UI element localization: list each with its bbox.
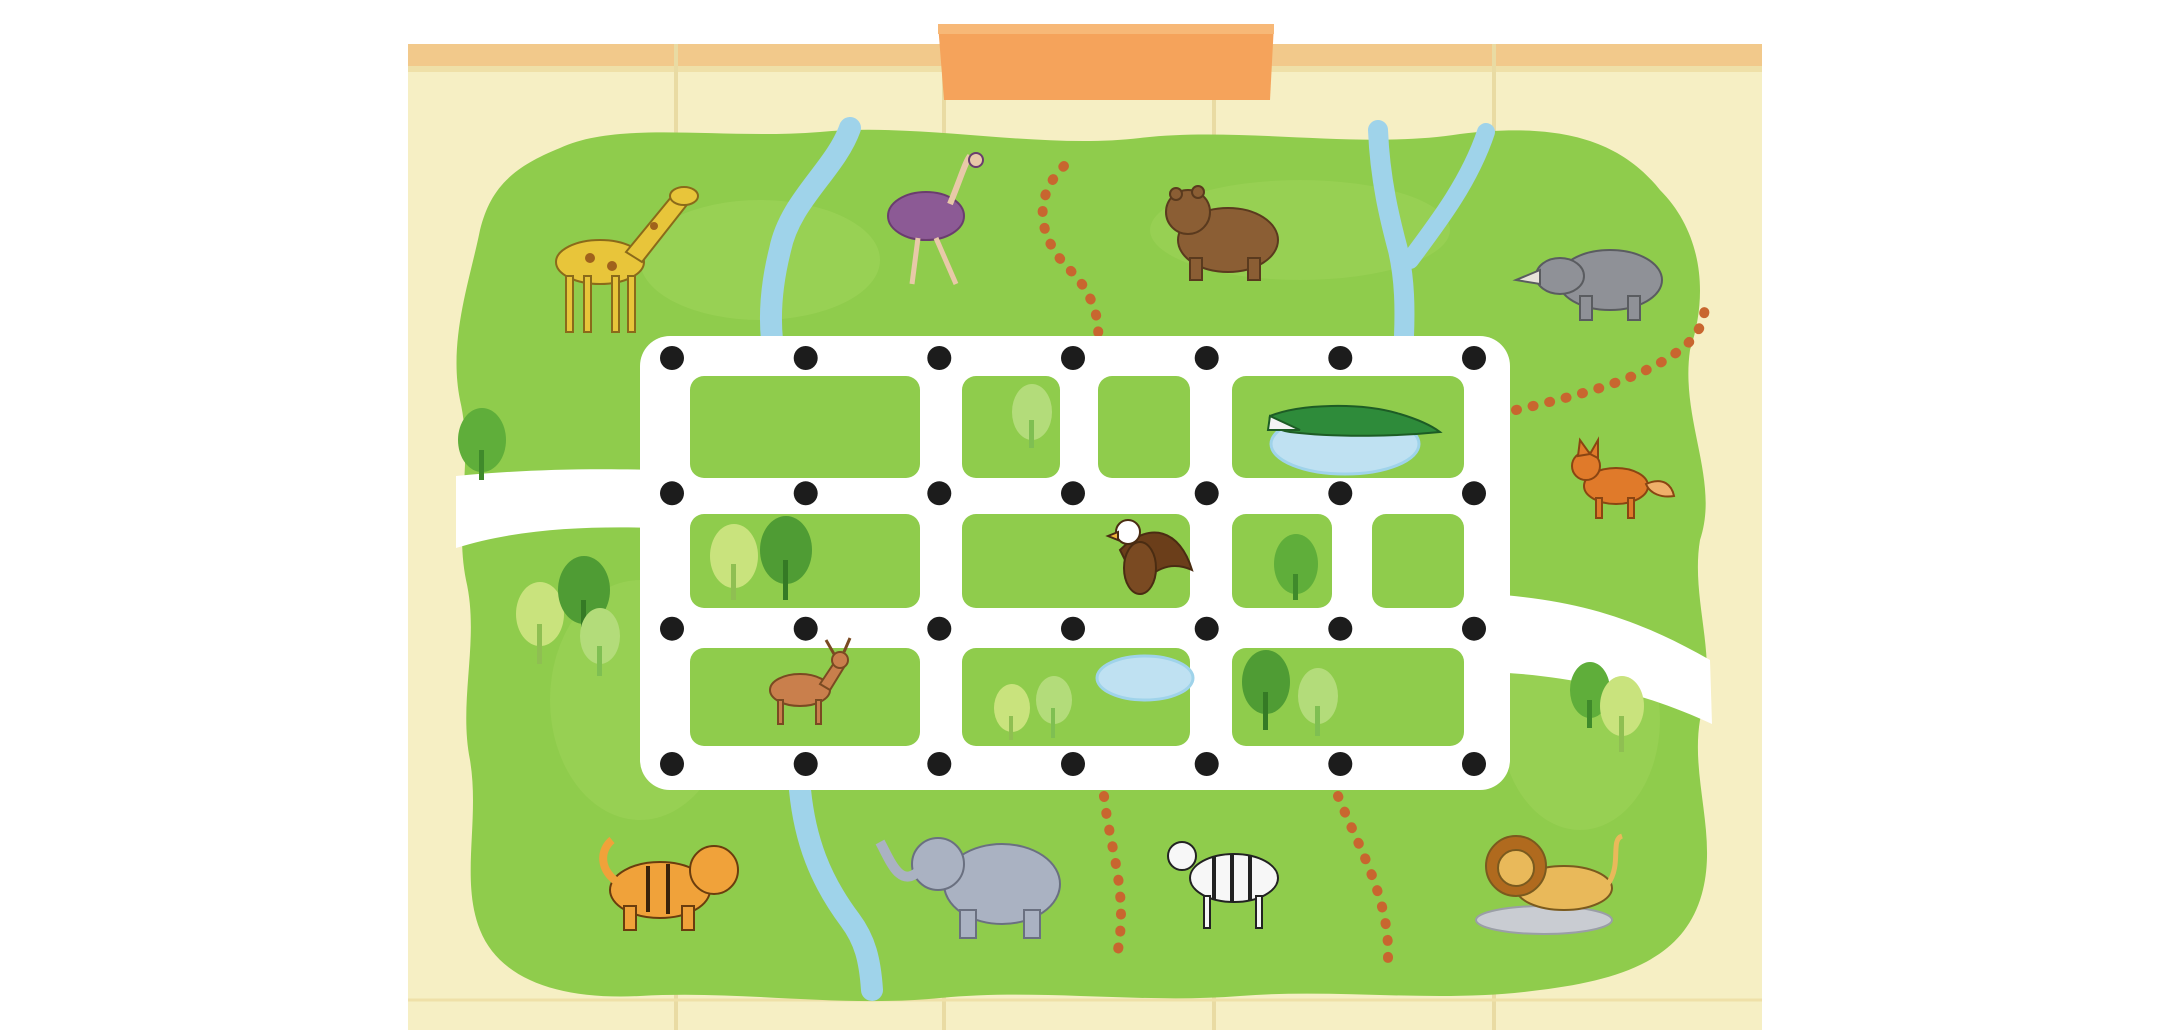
pond [1095,654,1195,702]
tree-icon [516,582,564,664]
road-east [1490,594,1712,724]
grid-node[interactable] [1462,752,1486,776]
grid-node[interactable] [660,346,684,370]
tree-icon [760,516,812,600]
road-west [456,469,660,548]
tree-icon [1600,676,1644,752]
lion-icon [1475,833,1624,935]
grid-node[interactable] [1194,616,1219,641]
grid-node[interactable] [1061,481,1085,506]
tree-icon [1298,668,1338,736]
tree-icon [558,556,610,640]
tree-icon [994,684,1030,740]
elephant-icon [875,837,1061,939]
grid-node[interactable] [660,481,684,506]
grid-node[interactable] [793,616,818,641]
tree-icon [1242,650,1290,730]
tiger-icon [599,836,739,931]
deer-icon [769,637,852,725]
grid-node[interactable] [793,346,818,370]
grid-node[interactable] [1194,346,1219,370]
grid-node[interactable] [793,752,818,776]
crocodile-icon [1266,405,1443,437]
grid-node[interactable] [1462,346,1486,370]
grid-node[interactable] [793,481,818,506]
fox-icon [1571,436,1676,519]
tree-icon [458,408,506,480]
grass-blocks [690,376,1464,746]
tree-icon [580,608,620,676]
grid-node[interactable] [1328,752,1353,776]
eagle-icon [1105,519,1194,595]
grid-node[interactable] [1462,616,1486,641]
bear-icon [1165,185,1279,281]
grid-node[interactable] [927,752,952,776]
tree-icon [1570,662,1610,728]
rhinoceros-icon [1512,249,1663,321]
tree-icon [1274,534,1318,600]
tree-icon [710,524,758,600]
grid-nodes [660,346,1486,776]
grid-node[interactable] [1328,481,1353,506]
giraffe-icon [555,186,699,333]
tree-icon [1036,676,1072,738]
grid-node[interactable] [1194,481,1219,506]
ostrich-icon [887,152,984,285]
trees [458,384,1644,752]
zebra-icon [1167,841,1279,929]
grid-node[interactable] [1462,481,1486,506]
grid-node[interactable] [927,616,952,641]
grid-node[interactable] [1061,616,1085,641]
grid-node[interactable] [1194,752,1219,776]
grid-node[interactable] [1061,752,1085,776]
grid-node[interactable] [1328,346,1353,370]
grid-node[interactable] [927,346,952,370]
tree-icon [1012,384,1052,448]
river [759,117,1495,1001]
grid-node[interactable] [1328,616,1353,641]
title-banner [938,24,1274,100]
grid-node[interactable] [1061,346,1085,370]
grid-node[interactable] [660,616,684,641]
grid-node[interactable] [660,752,684,776]
grid-node[interactable] [927,481,952,506]
